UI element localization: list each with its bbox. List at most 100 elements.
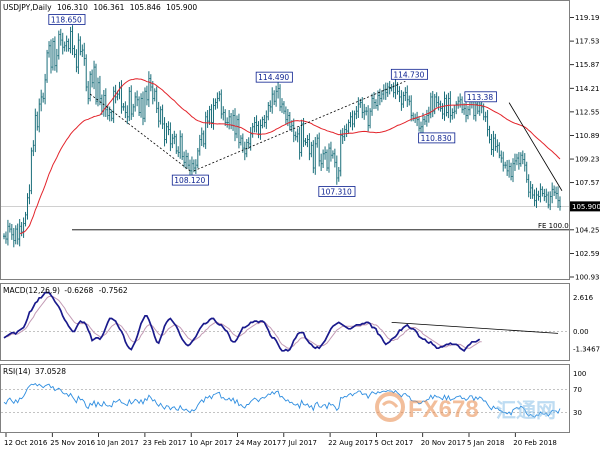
last-price-box xyxy=(570,201,600,212)
price-bar xyxy=(157,101,160,128)
price-bar xyxy=(345,123,348,138)
price-bar xyxy=(53,36,56,71)
price-bar xyxy=(257,121,260,139)
price-bar xyxy=(91,69,94,88)
price-bar xyxy=(367,105,370,132)
price-bar xyxy=(425,109,428,127)
macd-title: MACD(12,26,9) xyxy=(3,286,60,295)
annotation-high-jan-box xyxy=(464,91,497,103)
price-y-tick-label: 114.210 xyxy=(575,85,600,93)
price-bar xyxy=(79,36,82,56)
chart-title: USDJPY,Daily xyxy=(3,3,52,12)
price-y-tick-label: 102.590 xyxy=(575,250,600,258)
price-bar xyxy=(65,35,68,52)
rsi-y-tick-label: 100 xyxy=(573,370,586,378)
price-bar xyxy=(171,133,174,149)
x-tick-label: 25 Nov 2016 xyxy=(50,439,95,447)
rsi-panel-frame xyxy=(0,364,570,433)
price-bar xyxy=(218,91,221,102)
rsi-readout: 37.0528 xyxy=(35,367,66,376)
price-bar xyxy=(239,135,242,146)
price-bar xyxy=(533,189,536,207)
ohlc-high: 106.361 xyxy=(93,3,124,12)
price-bar xyxy=(210,104,213,129)
price-bar xyxy=(371,93,374,116)
price-bar xyxy=(42,92,45,103)
price-bar xyxy=(259,119,262,140)
price-bar xyxy=(453,105,456,119)
x-tick-label: 22 Aug 2017 xyxy=(328,439,373,447)
price-bar xyxy=(134,92,137,112)
price-bar xyxy=(196,147,199,169)
price-bar xyxy=(281,98,283,113)
price-bar xyxy=(173,130,176,145)
price-bar xyxy=(255,115,258,133)
price-bar xyxy=(142,91,144,126)
price-bar xyxy=(402,91,405,108)
annotation-low-apr-box xyxy=(171,174,209,186)
price-bar xyxy=(557,186,560,208)
macd-header: MACD(12,26,9) -0.6268 -0.7562 xyxy=(3,286,128,295)
price-bar xyxy=(408,95,411,106)
price-bar xyxy=(234,108,237,142)
price-bar xyxy=(486,110,489,137)
ohlc-close: 105.900 xyxy=(166,3,197,12)
price-bar xyxy=(337,167,340,182)
price-bar xyxy=(26,193,29,220)
price-bar xyxy=(48,41,51,58)
price-bar xyxy=(513,153,516,171)
price-bar xyxy=(531,184,534,199)
x-tick-label: 5 Jan 2018 xyxy=(467,439,505,447)
price-bar xyxy=(34,108,37,153)
price-bar xyxy=(308,133,311,161)
price-y-tick-label: 107.570 xyxy=(575,179,600,187)
price-bar xyxy=(261,116,264,129)
price-bar xyxy=(235,115,238,139)
last-price-label: 105.900 xyxy=(572,203,600,211)
x-tick-label: 24 May 2017 xyxy=(236,439,282,447)
price-bar xyxy=(175,133,178,154)
macd-y-tick-label: -1.3467 xyxy=(573,345,600,353)
price-bar xyxy=(512,158,515,183)
price-bar xyxy=(361,97,364,119)
price-bar xyxy=(318,132,321,167)
ohlc-low: 105.846 xyxy=(130,3,161,12)
price-bar xyxy=(63,41,66,52)
price-bar xyxy=(374,99,377,109)
price-bar xyxy=(271,87,274,114)
price-bar xyxy=(314,137,317,175)
price-bar xyxy=(126,105,129,125)
price-bar xyxy=(57,30,60,60)
price-bar xyxy=(177,146,180,158)
price-bar xyxy=(435,92,438,108)
price-bar xyxy=(484,111,487,122)
price-bar xyxy=(181,133,184,161)
price-bar xyxy=(363,103,366,120)
price-bar xyxy=(96,77,99,107)
price-bar xyxy=(36,111,39,131)
price-bar xyxy=(179,130,182,159)
price-bar xyxy=(380,90,383,103)
price-bar xyxy=(466,105,469,120)
price-bar xyxy=(46,49,49,83)
price-bar xyxy=(441,103,444,120)
price-bar xyxy=(300,119,303,157)
price-bar xyxy=(85,54,88,92)
price-bar xyxy=(549,191,552,211)
price-y-tick-label: 109.230 xyxy=(575,156,600,164)
price-bar xyxy=(124,101,127,119)
annotation-low-dec-box xyxy=(418,132,456,144)
price-bar xyxy=(510,162,513,181)
price-bar xyxy=(275,85,278,107)
price-bar xyxy=(204,111,207,149)
price-bar xyxy=(98,75,101,106)
macd-y-tick-label: 2.616 xyxy=(573,294,594,302)
price-bar xyxy=(89,71,92,102)
price-bar xyxy=(3,233,5,240)
macd-main-line xyxy=(3,291,481,352)
price-bars xyxy=(3,25,561,248)
price-bar xyxy=(539,183,542,203)
price-bar xyxy=(347,119,350,135)
price-bar xyxy=(392,82,395,98)
price-bar xyxy=(59,28,62,46)
